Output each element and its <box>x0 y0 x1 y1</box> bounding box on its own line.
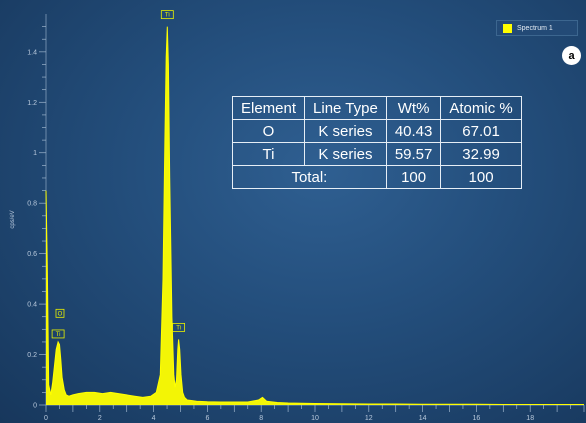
table-cell: O <box>231 119 306 143</box>
x-tick-label: 0 <box>44 415 48 422</box>
table-header-row: Element Line Type Wt% Atomic % <box>231 96 522 120</box>
spectrum-series-line <box>45 26 584 405</box>
peak-label: Ti <box>56 332 61 338</box>
x-tick-label: 4 <box>152 415 156 422</box>
x-tick-label: 16 <box>473 415 481 422</box>
x-tick-label: 8 <box>259 415 263 422</box>
table-cell: Ti <box>231 142 306 166</box>
table-cell: 32.99 <box>440 142 522 166</box>
peak-label: O <box>58 311 63 317</box>
y-tick-label: 0.8 <box>27 201 37 208</box>
table-cell: K series <box>304 119 387 143</box>
x-tick-label: 10 <box>311 415 319 422</box>
table-header-atomic: Atomic % <box>440 96 522 120</box>
x-tick-label: 18 <box>526 415 534 422</box>
composition-table: Element Line Type Wt% Atomic % O K serie… <box>231 96 522 189</box>
y-tick-label: 0.4 <box>27 302 37 309</box>
table-total-row: Total: 100 100 <box>232 165 522 189</box>
legend-label-spectrum-1: Spectrum 1 <box>517 24 553 32</box>
table-cell: 40.43 <box>385 119 442 143</box>
peak-label-box <box>160 10 174 20</box>
y-tick-label: 1.4 <box>27 49 37 56</box>
x-tick-label: 12 <box>365 415 373 422</box>
peak-label-box <box>172 323 186 332</box>
peak-label-box <box>51 329 65 339</box>
peak-label: Ti <box>165 13 170 19</box>
spectrum-series-fill <box>46 26 584 405</box>
y-tick-label: 1.2 <box>27 100 37 107</box>
table-cell: 67.01 <box>440 119 522 143</box>
table-cell: 59.57 <box>385 142 442 166</box>
table-cell: K series <box>304 142 387 166</box>
table-header-wt: Wt% <box>385 96 442 120</box>
x-tick-label: 2 <box>98 415 102 422</box>
y-tick-label: 1 <box>33 150 37 157</box>
table-total-atomic: 100 <box>440 165 522 189</box>
table-header-element: Element <box>231 96 306 120</box>
axis-layer: 0 0.2 0.4 0.6 0.8 1 1.2 1.4 0 2 4 6 8 10 12 14 16 18 cps/e… <box>10 14 585 422</box>
peak-label-layer: Ti O Ti Ti <box>51 10 186 339</box>
table-row: O K series 40.43 67.01 <box>231 119 522 143</box>
y-axis-label: cps/eV <box>10 210 16 228</box>
peak-label: Ti <box>176 325 181 331</box>
x-tick-label: 6 <box>205 415 209 422</box>
y-tick-label: 0.6 <box>27 251 37 258</box>
chart-legend: Spectrum 1 <box>496 20 578 36</box>
table-total-label: Total: <box>232 165 387 189</box>
legend-swatch-spectrum-1 <box>503 23 512 33</box>
y-tick-label: 0 <box>33 403 37 410</box>
x-tick-label: 14 <box>419 415 427 422</box>
table-header-line-type: Line Type <box>304 96 387 120</box>
peak-label-box <box>55 308 65 318</box>
y-tick-label: 0.2 <box>27 352 37 359</box>
table-total-wt: 100 <box>385 165 442 189</box>
table-row: Ti K series 59.57 32.99 <box>231 142 522 166</box>
panel-label-badge: a <box>562 46 581 65</box>
